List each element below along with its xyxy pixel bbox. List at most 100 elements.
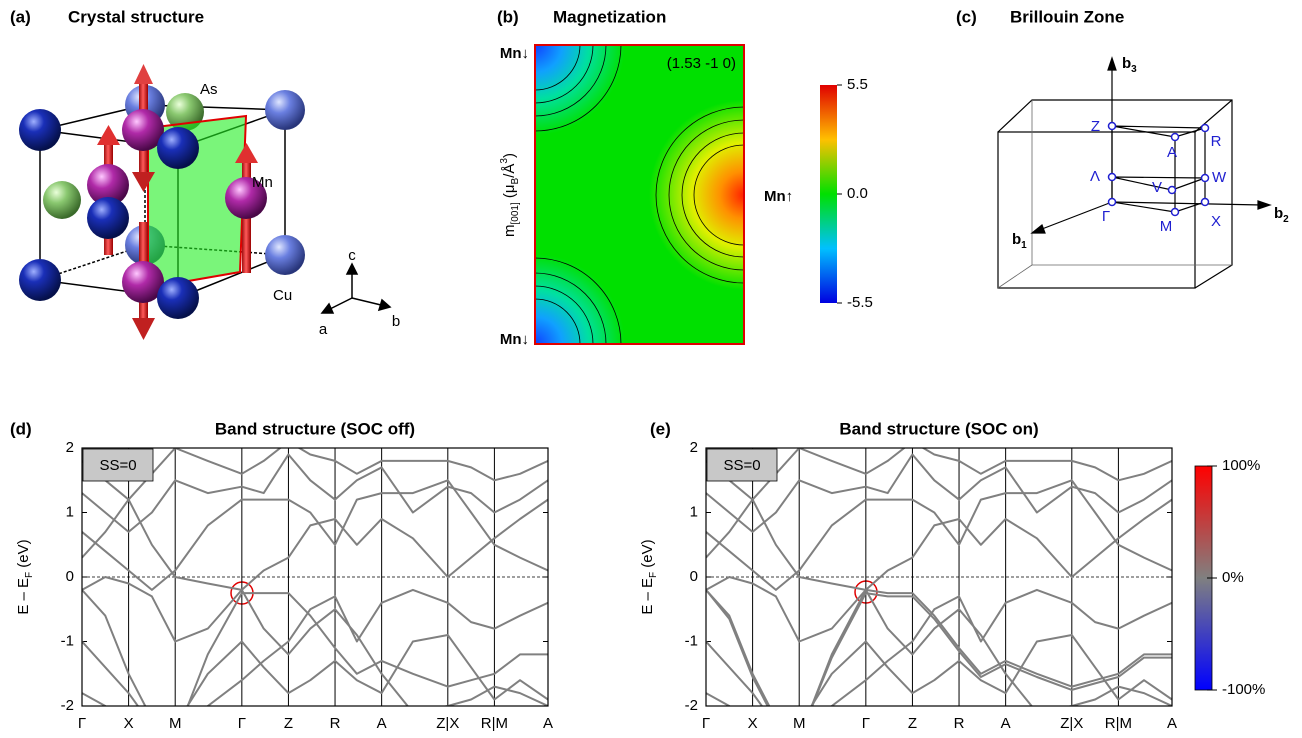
site-label: Mn↑ bbox=[764, 188, 793, 205]
band-line bbox=[82, 498, 548, 591]
colorbar bbox=[820, 85, 837, 303]
ss-label: SS=0 bbox=[723, 457, 760, 474]
y-axis-label-part: /Å bbox=[501, 164, 518, 178]
panel-label: (b) bbox=[497, 7, 519, 26]
reciprocal-axis-label-part: 3 bbox=[1131, 64, 1137, 75]
y-axis-label: m[001] (μB/Å3) bbox=[499, 153, 521, 237]
reciprocal-axis-label: b1 bbox=[1012, 231, 1027, 251]
k-point-label: A bbox=[1167, 144, 1177, 161]
y-tick-label: 1 bbox=[66, 503, 74, 520]
atom-label: Cu bbox=[273, 287, 292, 304]
y-tick-label: -1 bbox=[685, 632, 698, 649]
x-tick-label: R bbox=[330, 715, 341, 732]
band-line bbox=[706, 588, 1172, 706]
k-point-label: X bbox=[1211, 213, 1221, 230]
y-axis-label-part: m bbox=[501, 224, 518, 237]
band-line bbox=[82, 589, 548, 706]
y-tick-label: 2 bbox=[690, 439, 698, 456]
band-line bbox=[82, 479, 548, 591]
plot-frame bbox=[705, 447, 1173, 707]
axis-label: c bbox=[348, 247, 356, 264]
k-point-label: Γ bbox=[1102, 208, 1110, 225]
site-label: Mn↓ bbox=[500, 331, 529, 348]
panel-title: Brillouin Zone bbox=[1010, 7, 1124, 26]
y-axis-label-part: [001] bbox=[510, 202, 521, 224]
x-tick-label: R bbox=[954, 715, 965, 732]
y-tick-label: 0 bbox=[66, 568, 74, 585]
y-axis-label-part: F bbox=[24, 572, 35, 578]
x-tick-label: X bbox=[748, 715, 758, 732]
x-tick-label: Γ bbox=[862, 715, 870, 732]
brillouin-zone bbox=[997, 56, 1272, 289]
panel-title: Magnetization bbox=[553, 7, 666, 26]
panel-label: (d) bbox=[10, 419, 32, 438]
band-line bbox=[706, 498, 1172, 591]
atom-label: Mn bbox=[252, 174, 273, 191]
k-point-label: V bbox=[1152, 179, 1162, 196]
ss-label: SS=0 bbox=[99, 457, 136, 474]
colorbar-tick-label: 0.0 bbox=[847, 185, 868, 202]
y-axis-label-part: (eV) bbox=[15, 539, 32, 572]
band-line bbox=[706, 588, 1172, 706]
y-tick-label: 1 bbox=[690, 503, 698, 520]
band-line bbox=[706, 453, 1172, 533]
colorbar-tick-label: 100% bbox=[1222, 457, 1260, 474]
x-tick-label: Z|X bbox=[1060, 715, 1083, 732]
y-axis-label-part: E – E bbox=[639, 578, 656, 615]
atoms bbox=[19, 64, 305, 340]
y-axis-label: E – EF (eV) bbox=[15, 539, 35, 614]
y-tick-label: 0 bbox=[690, 568, 698, 585]
band-line bbox=[706, 589, 1172, 706]
x-tick-label: Γ bbox=[238, 715, 246, 732]
panel-title: Crystal structure bbox=[68, 7, 204, 26]
reciprocal-axis-label: b2 bbox=[1274, 205, 1289, 225]
y-tick-label: -2 bbox=[685, 697, 698, 714]
y-axis-label: E – EF (eV) bbox=[639, 539, 659, 614]
colorbar-tick-label: 5.5 bbox=[847, 76, 868, 93]
k-point-label: R bbox=[1211, 133, 1222, 150]
x-tick-label: A bbox=[1167, 715, 1177, 732]
y-axis-label-part: (μ bbox=[501, 184, 518, 202]
y-tick-label: 2 bbox=[66, 439, 74, 456]
band-line bbox=[82, 576, 548, 706]
x-tick-label: A bbox=[377, 715, 387, 732]
x-tick-label: Γ bbox=[702, 715, 710, 732]
atom-label: As bbox=[200, 81, 218, 98]
ss-box bbox=[82, 448, 154, 482]
band-line bbox=[82, 588, 548, 706]
band-line bbox=[706, 634, 1172, 706]
x-tick-label: Z bbox=[908, 715, 917, 732]
x-tick-label: A bbox=[1001, 715, 1011, 732]
x-tick-label: M bbox=[793, 715, 806, 732]
reciprocal-axis-label: b3 bbox=[1122, 55, 1137, 75]
reciprocal-axis-label-part: 2 bbox=[1283, 214, 1289, 225]
panel-label: (a) bbox=[10, 7, 31, 26]
reciprocal-axis-label-part: b bbox=[1122, 55, 1131, 72]
y-axis-label-part: 3 bbox=[499, 158, 510, 164]
ss-box bbox=[706, 448, 778, 482]
y-axis-label-part: (eV) bbox=[639, 539, 656, 572]
x-tick-label: A bbox=[543, 715, 553, 732]
k-point-label: Z bbox=[1091, 118, 1100, 135]
colorbar-tick-label: -100% bbox=[1222, 681, 1265, 698]
x-tick-label: R|M bbox=[1105, 715, 1132, 732]
axis-label: b bbox=[392, 313, 400, 330]
band-line bbox=[706, 479, 1172, 591]
magnetization-map bbox=[535, 45, 744, 344]
y-tick-label: -1 bbox=[61, 632, 74, 649]
x-tick-label: M bbox=[169, 715, 182, 732]
axis-label: a bbox=[319, 321, 328, 338]
x-tick-label: Z bbox=[284, 715, 293, 732]
k-point-label: M bbox=[1160, 218, 1173, 235]
x-tick-label: X bbox=[124, 715, 134, 732]
lattice-axes bbox=[320, 262, 392, 314]
k-point-label: Λ bbox=[1090, 168, 1100, 185]
panel-label: (e) bbox=[650, 419, 671, 438]
x-tick-label: Z|X bbox=[436, 715, 459, 732]
band-line bbox=[82, 634, 548, 706]
y-axis-label-part: B bbox=[510, 177, 521, 184]
y-axis-label-part: F bbox=[648, 572, 659, 578]
y-axis-label-part: ) bbox=[501, 153, 518, 158]
x-tick-label: Γ bbox=[78, 715, 86, 732]
